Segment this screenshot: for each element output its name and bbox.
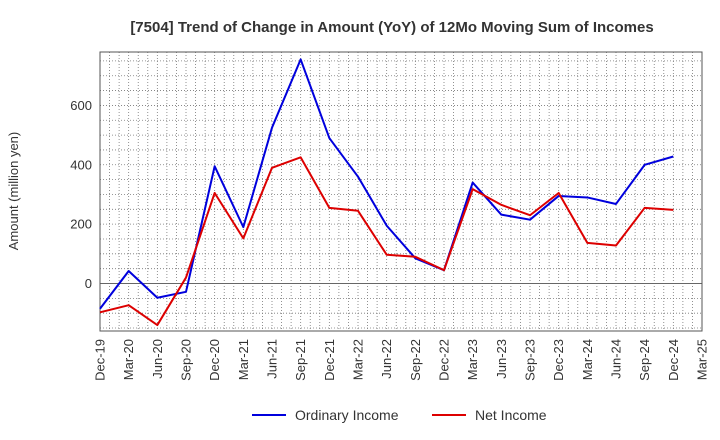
x-tick-label: Mar-23 — [465, 339, 480, 380]
x-tick-label: Dec-20 — [207, 339, 222, 381]
x-tick-label: Jun-21 — [265, 339, 280, 379]
x-tick-label: Dec-24 — [666, 339, 681, 381]
legend-label: Net Income — [475, 407, 547, 423]
legend-label: Ordinary Income — [295, 407, 399, 423]
x-tick-label: Mar-22 — [351, 339, 366, 380]
x-tick-label: Dec-19 — [93, 339, 108, 381]
x-tick-label: Jun-23 — [494, 339, 509, 379]
x-tick-label: Sep-20 — [179, 339, 194, 381]
x-tick-label: Sep-23 — [523, 339, 538, 381]
x-axis-ticks: Dec-19 Mar-20 Jun-20 Sep-20 Dec-20 Mar-21 Jun-… — [93, 339, 710, 381]
x-tick-label: Dec-23 — [551, 339, 566, 381]
x-tick-label: Mar-24 — [580, 339, 595, 380]
x-tick-label: Dec-21 — [322, 339, 337, 381]
plot-area — [99, 51, 703, 332]
y-tick-label: 200 — [70, 217, 92, 232]
x-tick-label: Jun-22 — [379, 339, 394, 379]
series-line-net-income — [99, 156, 674, 327]
x-tick-label: Sep-21 — [293, 339, 308, 381]
grid-lines — [100, 52, 702, 331]
x-tick-label: Mar-21 — [236, 339, 251, 380]
x-tick-label: Mar-25 — [695, 339, 710, 380]
chart-title: [7504] Trend of Change in Amount (YoY) o… — [130, 19, 653, 36]
x-tick-label: Jun-24 — [609, 339, 624, 379]
x-tick-label: Dec-22 — [437, 339, 452, 381]
x-tick-label: Sep-22 — [408, 339, 423, 381]
series-lines — [99, 58, 674, 327]
x-tick-label: Sep-24 — [637, 339, 652, 381]
y-tick-label: 400 — [70, 157, 92, 172]
y-tick-label: 0 — [85, 276, 92, 291]
y-axis-label: Amount (million yen) — [6, 132, 21, 251]
legend: Ordinary Income Net Income — [252, 407, 547, 423]
y-tick-label: 600 — [70, 98, 92, 113]
x-tick-label: Jun-20 — [150, 339, 165, 379]
x-tick-label: Mar-20 — [121, 339, 136, 380]
y-axis-ticks: 0 200 400 600 — [70, 98, 92, 291]
